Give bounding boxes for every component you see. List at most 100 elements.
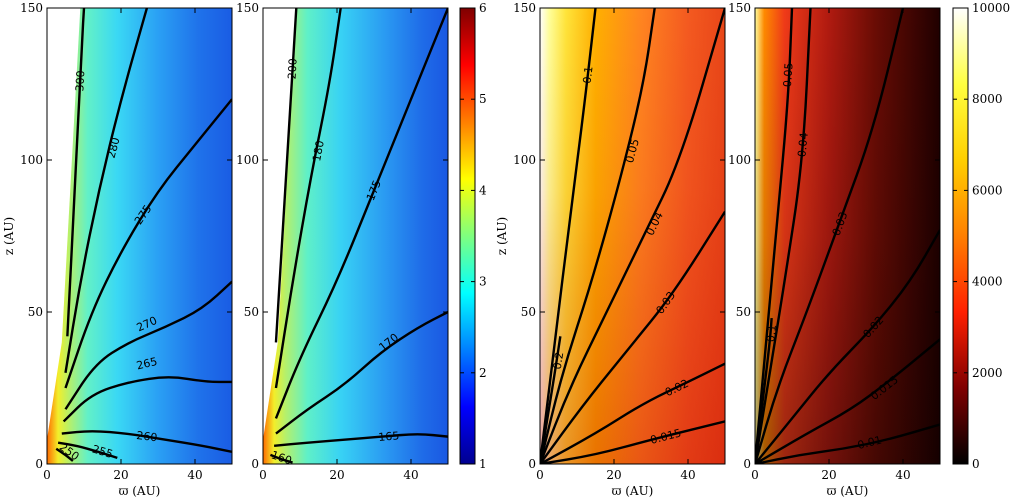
contour-label: 0.1 [764,324,779,343]
y-tick-label: 150 [513,1,536,15]
contour-label: 0.05 [623,137,642,164]
x-axis-label: ϖ (AU) [612,484,654,498]
y-axis-label: z (AU) [2,217,16,255]
contour-label: 260 [136,429,158,444]
heatmap-field [47,8,232,464]
y-tick-label: 100 [20,153,43,167]
plot-frame [46,7,233,465]
y-tick-label: 50 [521,305,536,319]
y-tick-label: 150 [20,1,43,15]
y-tick-label: 150 [236,1,259,15]
contour-line [274,8,448,419]
contour-line [755,8,794,464]
contour-line [540,8,656,464]
contour-line [540,336,562,464]
y-tick-label: 50 [28,305,43,319]
contour-line [540,211,725,464]
contour-line [57,441,118,460]
colorbar-tick-label: 4 [479,183,487,197]
contour-line [755,8,905,464]
contour-line [274,8,298,343]
contour-label: 0.05 [781,62,796,87]
contour-line [755,423,940,464]
x-tick-label: 20 [113,468,128,482]
colorbar-tick-label: 8000 [972,92,1003,106]
colorbar-tick-label: 2 [479,366,487,380]
colorbar-tick-label: 2000 [972,366,1003,380]
x-tick-label: 20 [606,468,621,482]
contour-line [62,376,232,423]
x-tick-label: 40 [680,468,695,482]
x-tick-label: 0 [43,468,51,482]
contour-line [540,8,597,464]
y-tick-label: 100 [236,153,259,167]
contour-line [755,229,940,464]
contour-line [540,362,725,464]
contour-line [275,310,448,435]
y-tick-label: 50 [244,305,259,319]
colorbar-tick-label: 3 [479,275,487,289]
contour-label: 200 [285,58,299,80]
colorbar: 0 2000 4000 6000 8000 10000 [952,1,1010,471]
contour-label: 255 [91,443,115,461]
contour-line [540,420,725,464]
contour-line [64,8,149,373]
plot-frame [262,7,449,465]
colorbar-tick-label: 6 [479,1,487,15]
x-axis-label: ϖ (AU) [827,484,869,498]
contour-label: 0.01 [856,433,883,452]
plot-frame [754,7,941,465]
contour-line [269,453,293,464]
x-tick-label: 20 [329,468,344,482]
contour-line [274,8,342,389]
contour-line [61,430,232,454]
y-tick-label: 50 [736,305,751,319]
colorbar-tick-label: 0 [972,457,980,471]
y-tick-label: 100 [513,153,536,167]
contour-line [64,98,232,389]
colorbar-scale [952,7,969,465]
contour-line [273,433,448,447]
colorbar-tick-label: 6000 [972,183,1003,197]
y-tick-label: 0 [35,457,43,471]
contour-line [66,8,86,337]
x-tick-label: 40 [895,468,910,482]
plot-frame [539,7,726,465]
x-tick-label: 40 [187,468,202,482]
colorbar-tick-label: 10000 [972,1,1010,15]
y-tick-label: 0 [743,457,751,471]
y-axis-label: z (AU) [495,217,509,255]
contour-label: 180 [310,139,327,162]
y-tick-label: 0 [251,457,259,471]
contour-label: 0.1 [581,65,596,84]
contour-label: 265 [135,355,158,372]
contour-line [64,280,232,410]
contour-line [540,8,725,464]
contour-label: 280 [105,136,123,160]
contour-line [755,338,940,464]
contours: 0.20.10.050.040.030.020.015 [540,8,725,464]
contour-label: 0.04 [795,132,810,158]
colorbar-scale [459,7,476,465]
contour-label: 160 [269,448,293,467]
contour-line [755,317,773,464]
colorbar: 1 2 3 4 5 6 [459,1,487,471]
contour-line [55,447,74,462]
y-tick-label: 100 [728,153,751,167]
contour-line [755,8,812,464]
colorbar-tick-label: 1 [479,457,487,471]
blank-region [47,8,81,440]
x-tick-label: 0 [259,468,267,482]
heatmap-shading [755,8,940,464]
colorbar-tick-label: 4000 [972,275,1003,289]
x-tick-label: 0 [536,468,544,482]
